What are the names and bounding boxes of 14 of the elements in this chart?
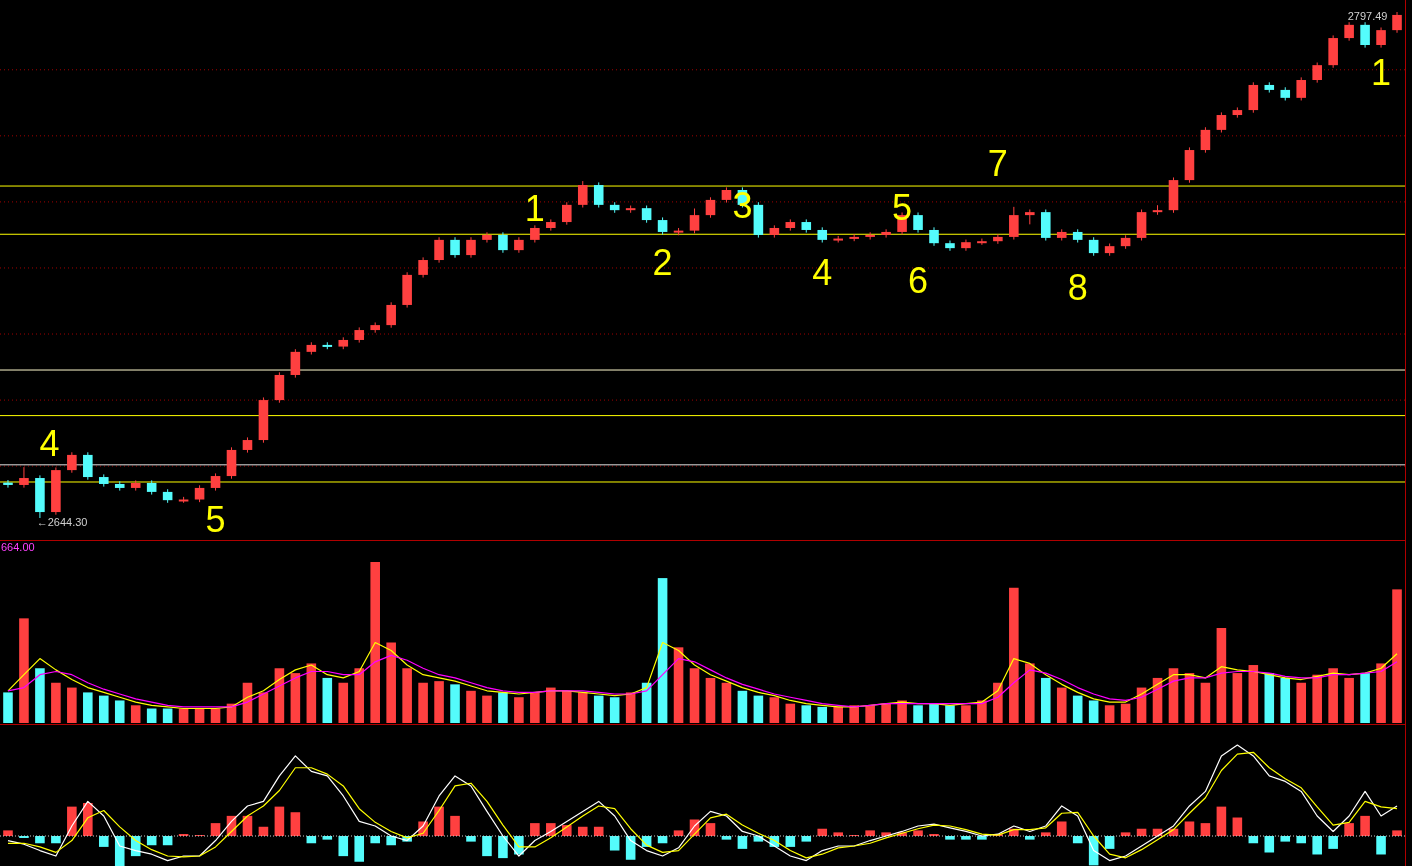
text: 664.00 (1, 541, 35, 553)
annotation: 3 (732, 184, 753, 226)
annotation: 4 (812, 251, 833, 293)
annotation: 8 (1067, 266, 1088, 308)
annotation: 4 (39, 422, 60, 464)
annotation: 6 (908, 259, 929, 301)
annotation: 5 (892, 186, 913, 228)
annotation: 2 (652, 241, 673, 283)
annotation: 7 (987, 142, 1008, 184)
annotation: 5 (205, 498, 226, 540)
annotation: 2797.49 (1347, 10, 1388, 22)
annotation: 1 (1371, 51, 1392, 93)
annotation: ←2644.30 (36, 516, 88, 528)
annotation: 1 (524, 187, 545, 229)
